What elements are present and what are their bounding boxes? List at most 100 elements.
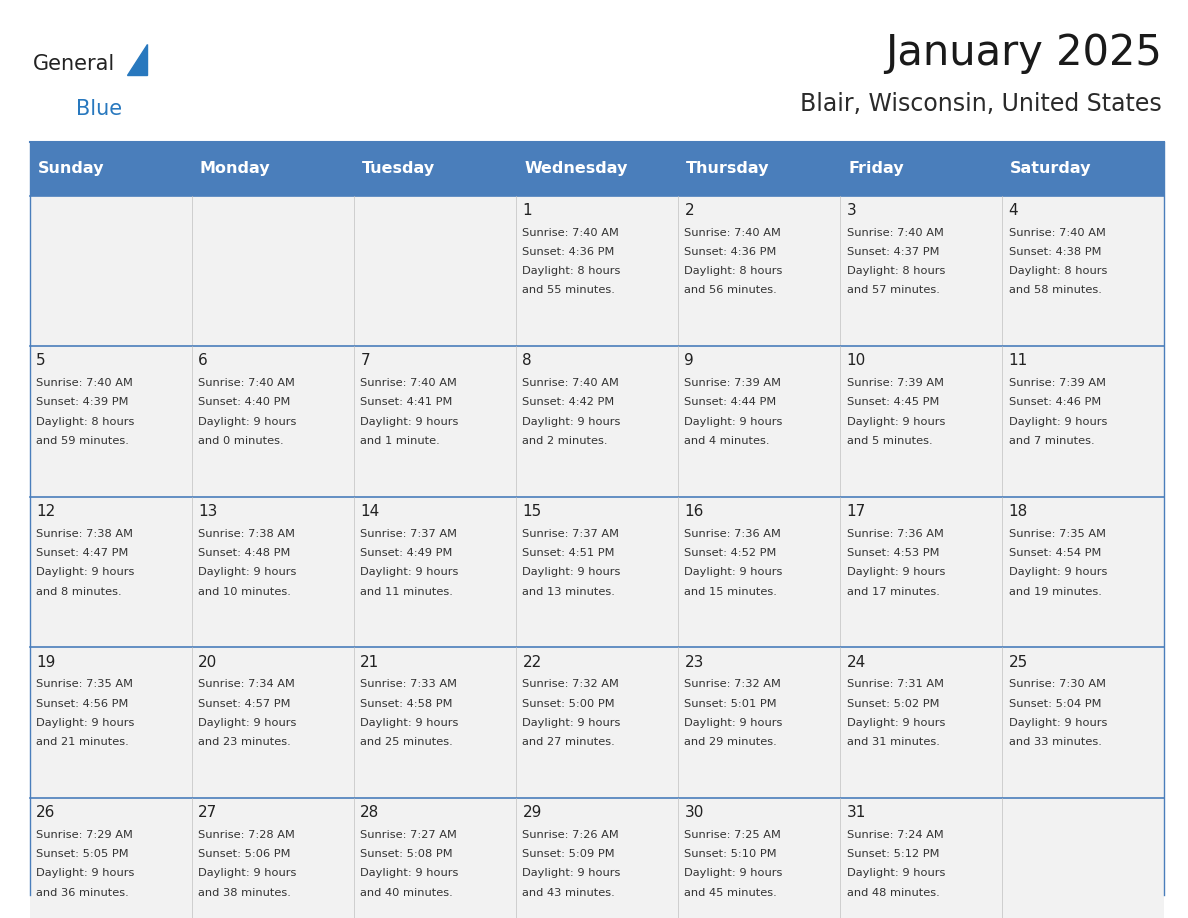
Text: and 58 minutes.: and 58 minutes. xyxy=(1009,285,1101,296)
Text: Daylight: 9 hours: Daylight: 9 hours xyxy=(684,868,783,879)
Text: Sunrise: 7:28 AM: Sunrise: 7:28 AM xyxy=(198,830,295,840)
Text: and 43 minutes.: and 43 minutes. xyxy=(523,888,615,898)
Text: and 29 minutes.: and 29 minutes. xyxy=(684,737,777,747)
Text: Sunset: 4:51 PM: Sunset: 4:51 PM xyxy=(523,548,615,558)
Text: and 59 minutes.: and 59 minutes. xyxy=(36,436,129,446)
Text: 31: 31 xyxy=(847,805,866,820)
Text: Sunset: 5:09 PM: Sunset: 5:09 PM xyxy=(523,849,615,859)
Text: Sunset: 4:46 PM: Sunset: 4:46 PM xyxy=(1009,397,1101,408)
Text: Sunrise: 7:39 AM: Sunrise: 7:39 AM xyxy=(684,378,782,388)
Text: 18: 18 xyxy=(1009,504,1028,519)
Text: Daylight: 9 hours: Daylight: 9 hours xyxy=(847,567,944,577)
Text: Sunrise: 7:32 AM: Sunrise: 7:32 AM xyxy=(523,679,619,689)
Text: Sunrise: 7:24 AM: Sunrise: 7:24 AM xyxy=(847,830,943,840)
Text: 2: 2 xyxy=(684,203,694,218)
Text: Sunset: 4:39 PM: Sunset: 4:39 PM xyxy=(36,397,128,408)
Text: Daylight: 8 hours: Daylight: 8 hours xyxy=(36,417,134,427)
Text: Daylight: 9 hours: Daylight: 9 hours xyxy=(847,868,944,879)
Text: and 7 minutes.: and 7 minutes. xyxy=(1009,436,1094,446)
Text: Daylight: 8 hours: Daylight: 8 hours xyxy=(684,266,783,276)
Text: Daylight: 9 hours: Daylight: 9 hours xyxy=(360,567,459,577)
Text: Sunset: 5:10 PM: Sunset: 5:10 PM xyxy=(684,849,777,859)
Text: Daylight: 9 hours: Daylight: 9 hours xyxy=(36,868,134,879)
Text: Sunset: 4:47 PM: Sunset: 4:47 PM xyxy=(36,548,128,558)
Text: Sunrise: 7:40 AM: Sunrise: 7:40 AM xyxy=(36,378,133,388)
Text: Sunset: 4:37 PM: Sunset: 4:37 PM xyxy=(847,247,939,257)
Text: Wednesday: Wednesday xyxy=(524,162,627,176)
Text: Daylight: 9 hours: Daylight: 9 hours xyxy=(523,868,621,879)
Text: Daylight: 9 hours: Daylight: 9 hours xyxy=(847,417,944,427)
Text: Sunset: 4:38 PM: Sunset: 4:38 PM xyxy=(1009,247,1101,257)
Text: Sunrise: 7:40 AM: Sunrise: 7:40 AM xyxy=(198,378,295,388)
Text: Daylight: 9 hours: Daylight: 9 hours xyxy=(684,417,783,427)
Text: Daylight: 9 hours: Daylight: 9 hours xyxy=(684,567,783,577)
Text: Sunrise: 7:36 AM: Sunrise: 7:36 AM xyxy=(847,529,943,539)
Text: Sunset: 4:45 PM: Sunset: 4:45 PM xyxy=(847,397,939,408)
Text: Sunrise: 7:33 AM: Sunrise: 7:33 AM xyxy=(360,679,457,689)
Text: and 38 minutes.: and 38 minutes. xyxy=(198,888,291,898)
Text: Daylight: 9 hours: Daylight: 9 hours xyxy=(360,417,459,427)
Text: Daylight: 9 hours: Daylight: 9 hours xyxy=(360,718,459,728)
Text: Daylight: 9 hours: Daylight: 9 hours xyxy=(847,718,944,728)
Text: 22: 22 xyxy=(523,655,542,669)
Text: Sunset: 4:58 PM: Sunset: 4:58 PM xyxy=(360,699,453,709)
Text: Daylight: 8 hours: Daylight: 8 hours xyxy=(1009,266,1107,276)
Text: and 15 minutes.: and 15 minutes. xyxy=(684,587,777,597)
Text: and 0 minutes.: and 0 minutes. xyxy=(198,436,284,446)
Text: Sunrise: 7:38 AM: Sunrise: 7:38 AM xyxy=(198,529,296,539)
Text: Sunset: 4:36 PM: Sunset: 4:36 PM xyxy=(523,247,614,257)
Text: and 2 minutes.: and 2 minutes. xyxy=(523,436,608,446)
Text: Daylight: 8 hours: Daylight: 8 hours xyxy=(847,266,944,276)
Text: 20: 20 xyxy=(198,655,217,669)
Text: 1: 1 xyxy=(523,203,532,218)
Text: Daylight: 9 hours: Daylight: 9 hours xyxy=(684,718,783,728)
Text: 17: 17 xyxy=(847,504,866,519)
Text: Sunrise: 7:38 AM: Sunrise: 7:38 AM xyxy=(36,529,133,539)
Text: General: General xyxy=(33,54,115,74)
Text: Tuesday: Tuesday xyxy=(362,162,435,176)
Text: Sunrise: 7:27 AM: Sunrise: 7:27 AM xyxy=(360,830,457,840)
Text: Sunset: 4:48 PM: Sunset: 4:48 PM xyxy=(198,548,291,558)
Text: Sunrise: 7:37 AM: Sunrise: 7:37 AM xyxy=(523,529,619,539)
Text: 29: 29 xyxy=(523,805,542,820)
Text: Daylight: 9 hours: Daylight: 9 hours xyxy=(523,718,621,728)
Text: and 23 minutes.: and 23 minutes. xyxy=(198,737,291,747)
Text: Sunset: 5:04 PM: Sunset: 5:04 PM xyxy=(1009,699,1101,709)
Text: 25: 25 xyxy=(1009,655,1028,669)
Text: Sunset: 4:36 PM: Sunset: 4:36 PM xyxy=(684,247,777,257)
Text: Daylight: 9 hours: Daylight: 9 hours xyxy=(523,417,621,427)
Text: Daylight: 9 hours: Daylight: 9 hours xyxy=(1009,718,1107,728)
Text: 16: 16 xyxy=(684,504,703,519)
Text: and 55 minutes.: and 55 minutes. xyxy=(523,285,615,296)
Text: Sunset: 4:40 PM: Sunset: 4:40 PM xyxy=(198,397,291,408)
Text: and 45 minutes.: and 45 minutes. xyxy=(684,888,777,898)
Text: and 36 minutes.: and 36 minutes. xyxy=(36,888,129,898)
Text: and 25 minutes.: and 25 minutes. xyxy=(360,737,453,747)
Text: Sunrise: 7:40 AM: Sunrise: 7:40 AM xyxy=(684,228,782,238)
Text: Sunrise: 7:35 AM: Sunrise: 7:35 AM xyxy=(1009,529,1106,539)
Text: 6: 6 xyxy=(198,353,208,368)
Text: and 27 minutes.: and 27 minutes. xyxy=(523,737,615,747)
Text: Daylight: 9 hours: Daylight: 9 hours xyxy=(523,567,621,577)
Text: 5: 5 xyxy=(36,353,46,368)
Text: Daylight: 9 hours: Daylight: 9 hours xyxy=(198,567,297,577)
Text: Sunrise: 7:26 AM: Sunrise: 7:26 AM xyxy=(523,830,619,840)
Text: Sunrise: 7:40 AM: Sunrise: 7:40 AM xyxy=(1009,228,1106,238)
Text: and 19 minutes.: and 19 minutes. xyxy=(1009,587,1101,597)
Text: 8: 8 xyxy=(523,353,532,368)
Text: 13: 13 xyxy=(198,504,217,519)
Text: and 33 minutes.: and 33 minutes. xyxy=(1009,737,1101,747)
Text: Sunrise: 7:30 AM: Sunrise: 7:30 AM xyxy=(1009,679,1106,689)
Text: Sunset: 4:41 PM: Sunset: 4:41 PM xyxy=(360,397,453,408)
Text: 9: 9 xyxy=(684,353,694,368)
Text: Sunrise: 7:40 AM: Sunrise: 7:40 AM xyxy=(360,378,457,388)
Text: 23: 23 xyxy=(684,655,703,669)
Text: Sunset: 5:06 PM: Sunset: 5:06 PM xyxy=(198,849,291,859)
Text: Sunrise: 7:39 AM: Sunrise: 7:39 AM xyxy=(847,378,943,388)
Text: and 21 minutes.: and 21 minutes. xyxy=(36,737,129,747)
Text: Sunset: 5:02 PM: Sunset: 5:02 PM xyxy=(847,699,939,709)
Text: Monday: Monday xyxy=(200,162,271,176)
Text: Sunrise: 7:40 AM: Sunrise: 7:40 AM xyxy=(523,378,619,388)
Text: Daylight: 9 hours: Daylight: 9 hours xyxy=(1009,567,1107,577)
Text: Sunrise: 7:34 AM: Sunrise: 7:34 AM xyxy=(198,679,295,689)
